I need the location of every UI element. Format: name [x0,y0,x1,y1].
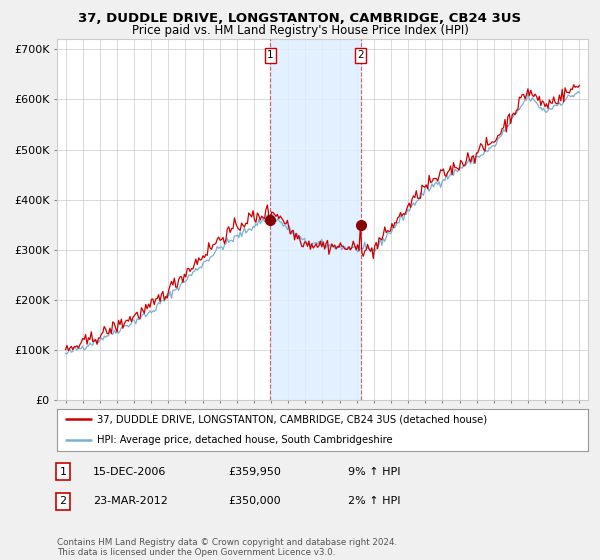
Text: 37, DUDDLE DRIVE, LONGSTANTON, CAMBRIDGE, CB24 3US: 37, DUDDLE DRIVE, LONGSTANTON, CAMBRIDGE… [79,12,521,25]
Text: Price paid vs. HM Land Registry's House Price Index (HPI): Price paid vs. HM Land Registry's House … [131,24,469,37]
Text: £350,000: £350,000 [228,496,281,506]
Text: 37, DUDDLE DRIVE, LONGSTANTON, CAMBRIDGE, CB24 3US (detached house): 37, DUDDLE DRIVE, LONGSTANTON, CAMBRIDGE… [97,414,487,424]
Text: 15-DEC-2006: 15-DEC-2006 [93,466,166,477]
Text: 2% ↑ HPI: 2% ↑ HPI [348,496,401,506]
Text: £359,950: £359,950 [228,466,281,477]
Text: Contains HM Land Registry data © Crown copyright and database right 2024.
This d: Contains HM Land Registry data © Crown c… [57,538,397,557]
Text: 2: 2 [59,496,67,506]
Text: 2: 2 [357,50,364,60]
Text: 9% ↑ HPI: 9% ↑ HPI [348,466,401,477]
Bar [271,39,361,400]
Text: 23-MAR-2012: 23-MAR-2012 [93,496,168,506]
Text: 1: 1 [267,50,274,60]
Text: 1: 1 [59,466,67,477]
Text: HPI: Average price, detached house, South Cambridgeshire: HPI: Average price, detached house, Sout… [97,435,392,445]
